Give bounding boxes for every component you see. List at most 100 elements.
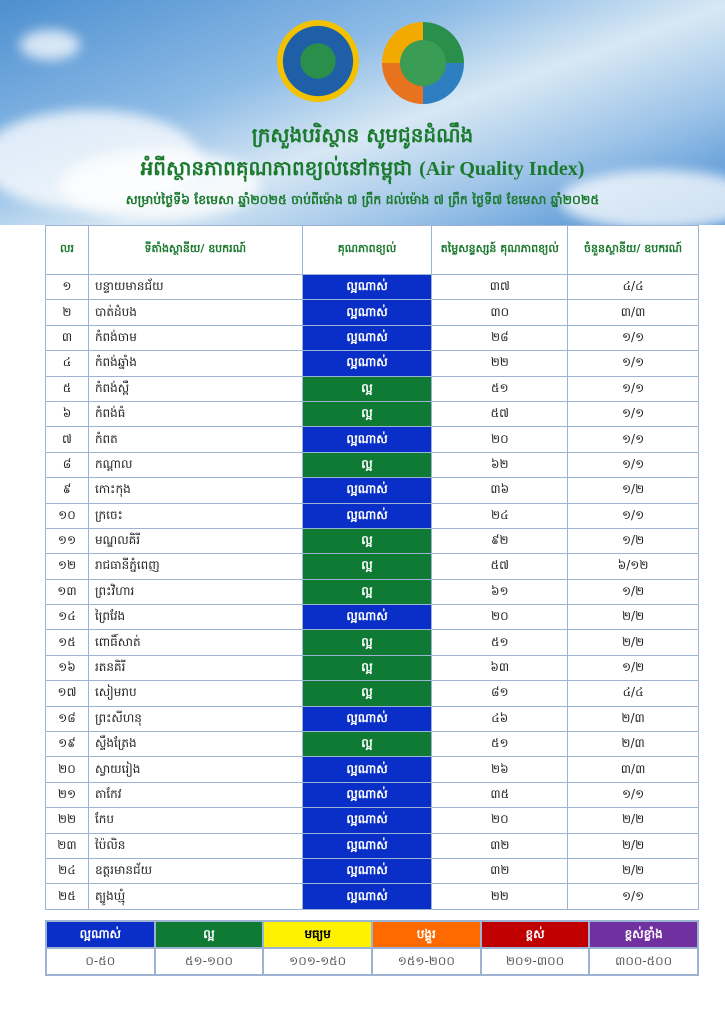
station-location: កំពត [87,426,303,453]
station-location: ឧត្ដរមានជ័យ [87,857,303,885]
aqi-value: ៣០ [431,299,569,326]
table-row: ២០ ស្វាយរៀង ល្អណាស់ ២៦ ៣/៣ [45,756,699,783]
air-quality: ល្អ [301,680,433,707]
aqi-value: ៦៣ [431,654,569,682]
row-number: ១៦ [45,654,89,682]
table-row: ៦កំពង់ធំ ល្អ ៥៧ ១/១ [45,400,699,428]
station-location: កណ្ដាល [87,451,303,479]
station-location: សៀមរាប [87,680,303,707]
air-quality: ល្អ [301,553,433,580]
station-count: ១/២ [567,578,699,606]
station-count: ១/១ [567,375,699,402]
air-quality: ល្អណាស់ [301,299,433,326]
station-count: ២/២ [567,807,699,834]
station-location: តាកែវ [87,781,303,809]
station-location: បន្ទាយមានជ័យ [87,273,303,301]
row-number: ១២ [45,553,89,580]
air-quality: ល្អណាស់ [301,477,433,504]
aqi-value: ២០ [431,426,569,453]
air-quality: ល្អ [301,375,433,402]
environment-logo [382,22,464,104]
legend-label: មធ្យម [264,922,371,947]
station-location: មណ្ឌលគិរី [87,527,303,555]
station-count: ១/២ [567,477,699,504]
column-header: លរ [45,225,89,275]
station-count: ១/១ [567,451,699,479]
aqi-value: ៣២ [431,832,569,859]
table-row: ១១ មណ្ឌលគិរី ល្អ ៩២ ១/២ [45,527,699,555]
air-quality: ល្អ [301,629,433,656]
row-number: ១៥ [45,629,89,656]
title-line2: អំពីស្ថានភាពគុណភាពខ្យល់នៅកម្ពុជា (Air Qu… [0,155,725,185]
station-count: ២/៣ [567,731,699,758]
station-location: ពោធិ៍សាត់ [87,629,303,656]
table-row: ១៧ សៀមរាប ល្អ ៨១ ៤/៤ [45,680,699,707]
station-count: ២/២ [567,832,699,859]
table-row: ២បាត់ដំបង ល្អណាស់ ៣០ ៣/៣ [45,299,699,326]
aqi-value: ៣៥ [431,781,569,809]
table-row: ១៩ ស្ទឹងត្រែង ល្អ ៥១ ២/៣ [45,731,699,758]
row-number: ២៤ [45,857,89,885]
table-row: ២៤ ឧត្ដរមានជ័យ ល្អណាស់ ៣២ ២/២ [45,857,699,885]
air-quality: ល្អណាស់ [301,324,433,352]
row-number: ៨ [45,451,89,479]
air-quality: ល្អណាស់ [301,832,433,859]
air-quality: ល្អ [301,400,433,428]
air-quality: ល្អ [301,527,433,555]
station-location: រាជធានីភ្នំពេញ [87,553,303,580]
station-count: ១/២ [567,654,699,682]
air-quality: ល្អណាស់ [301,502,433,529]
legend-range: ០-៥០ [47,949,154,974]
table-row: ១៦ រតនគិរី ល្អ ៦៣ ១/២ [45,654,699,682]
table-row: ៩កោះកុង ល្អណាស់ ៣៦ ១/២ [45,477,699,504]
column-header: ចំនួនស្ថានីយ/ ឧបករណ៍ [567,225,699,275]
column-header: ទីតាំងស្ថានីយ/ ឧបករណ៍ [87,225,303,275]
legend-label: ល្អ [155,922,263,947]
subtitle-date: សម្រាប់ថ្ងៃទី៦ ខែមេសា ឆ្នាំ២០២៥ ចាប់ពីម៉… [125,192,600,207]
aqi-value: ៩២ [431,527,569,555]
table-row: ២៥ ត្បូងឃ្មុំ ល្អណាស់ ២២ ១/១ [45,883,699,910]
air-quality: ល្អ [301,578,433,606]
station-count: ១/១ [567,502,699,529]
title-en: (Air Quality Index) [419,158,585,180]
row-number: ៥ [45,375,89,402]
row-number: ១០ [45,502,89,529]
station-location: ត្បូងឃ្មុំ [87,883,303,910]
row-number: ១៨ [45,705,89,733]
table-row: ១បន្ទាយមានជ័យ ល្អណាស់ ៣៧ ៤/៤ [45,273,699,301]
aqi-value: ៨១ [431,680,569,707]
air-quality: ល្អ [301,654,433,682]
station-count: ៣/៣ [567,299,699,326]
station-location: រតនគិរី [87,654,303,682]
table-row: ៥កំពង់ស្ពឺ ល្អ ៥១ ១/១ [45,375,699,402]
aqi-value: ៣២ [431,857,569,885]
air-quality: ល្អ [301,731,433,758]
station-location: កំពង់ស្ពឺ [87,375,303,402]
table-row: ៣កំពង់ចាម ល្អណាស់ ២៨ ១/១ [45,324,699,352]
row-number: ១៧ [45,680,89,707]
table-row: ១០ ក្រចេះ ល្អណាស់ ២៤ ១/១ [45,502,699,529]
row-number: ១៣ [45,578,89,606]
station-location: ប៉ៃលិន [87,832,303,859]
station-count: ៤/៤ [567,273,699,301]
air-quality: ល្អណាស់ [301,857,433,885]
column-header: គុណភាពខ្យល់ [301,225,433,275]
row-number: ២៥ [45,883,89,910]
table-row: ២១ តាកែវ ល្អណាស់ ៣៥ ១/១ [45,781,699,809]
row-number: ៤ [45,350,89,377]
station-location: ព្រះវិហារ [87,578,303,606]
row-number: ៩ [45,477,89,504]
station-count: ២/២ [567,857,699,885]
station-count: ១/១ [567,350,699,377]
air-quality: ល្អណាស់ [301,883,433,910]
station-count: ២/២ [567,604,699,631]
station-count: ១/១ [567,324,699,352]
table-row: ២៣ ប៉ៃលិន ល្អណាស់ ៣២ ២/២ [45,832,699,859]
row-number: ៦ [45,400,89,428]
table-row: ១៨ ព្រះសីហនុ ល្អណាស់ ៤៦ ២/៣ [45,705,699,733]
table-row: ១៥ ពោធិ៍សាត់ ល្អ ៥១ ២/២ [45,629,699,656]
station-location: កំពង់ឆ្នាំង [87,350,303,377]
air-quality: ល្អណាស់ [301,705,433,733]
row-number: ១៤ [45,604,89,631]
aqi-value: ២០ [431,604,569,631]
